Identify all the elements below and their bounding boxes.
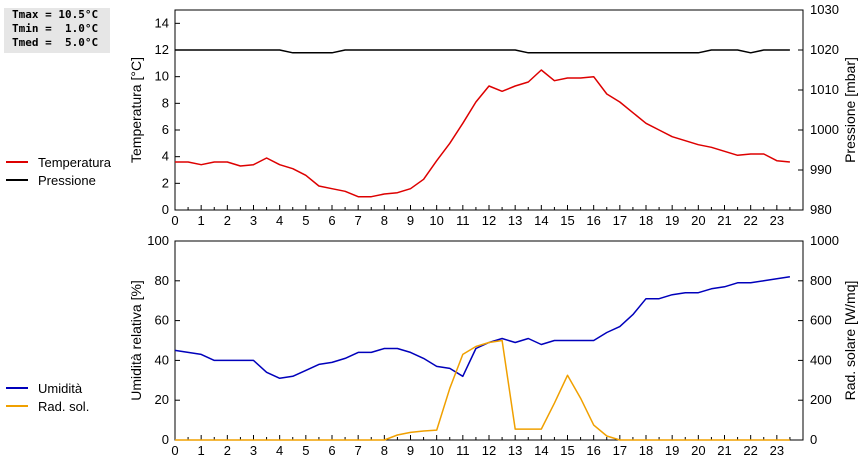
y-right-tick-label: 1000	[810, 233, 839, 248]
x-tick-label: 12	[482, 213, 496, 228]
x-tick-label: 23	[770, 213, 784, 228]
x-tick-label: 2	[224, 213, 231, 228]
x-tick-label: 20	[691, 213, 705, 228]
x-tick-label: 8	[381, 443, 388, 458]
x-tick-label: 3	[250, 213, 257, 228]
x-tick-label: 15	[560, 213, 574, 228]
x-tick-label: 13	[508, 443, 522, 458]
x-tick-label: 17	[613, 213, 627, 228]
x-tick-label: 10	[429, 443, 443, 458]
legend-label: Pressione	[38, 173, 96, 188]
y-left-tick-label: 2	[162, 175, 169, 190]
x-tick-label: 2	[224, 443, 231, 458]
y-left-tick-label: 0	[162, 432, 169, 447]
x-tick-label: 21	[717, 443, 731, 458]
y-left-axis-label: Temperatura [°C]	[128, 57, 144, 163]
series-line-rad-sol-	[175, 339, 790, 441]
x-tick-label: 9	[407, 213, 414, 228]
y-right-tick-label: 980	[810, 202, 832, 217]
x-tick-label: 0	[171, 213, 178, 228]
x-tick-label: 1	[198, 443, 205, 458]
x-tick-label: 21	[717, 213, 731, 228]
y-left-tick-label: 12	[155, 42, 169, 57]
x-tick-label: 1	[198, 213, 205, 228]
x-tick-label: 23	[770, 443, 784, 458]
legend-label: Umidità	[38, 381, 83, 396]
y-left-tick-label: 4	[162, 149, 169, 164]
y-left-tick-label: 0	[162, 202, 169, 217]
tmin-text: Tmin = 1.0°C	[12, 22, 99, 35]
y-left-tick-label: 100	[147, 233, 169, 248]
y-right-tick-label: 400	[810, 352, 832, 367]
x-tick-label: 12	[482, 443, 496, 458]
series-line-temperatura	[175, 69, 790, 198]
x-tick-label: 6	[328, 213, 335, 228]
x-tick-label: 13	[508, 213, 522, 228]
y-left-tick-label: 40	[155, 352, 169, 367]
y-right-tick-label: 1030	[810, 2, 839, 17]
y-left-tick-label: 8	[162, 95, 169, 110]
x-tick-label: 5	[302, 213, 309, 228]
x-tick-label: 10	[429, 213, 443, 228]
x-tick-label: 19	[665, 443, 679, 458]
x-tick-label: 11	[456, 443, 470, 458]
y-right-tick-label: 990	[810, 162, 832, 177]
x-tick-label: 17	[613, 443, 627, 458]
x-tick-label: 11	[456, 213, 470, 228]
x-tick-label: 14	[534, 213, 548, 228]
y-left-tick-label: 60	[155, 313, 169, 328]
series-line-pressione	[175, 49, 790, 54]
y-right-tick-label: 600	[810, 313, 832, 328]
x-tick-label: 16	[586, 443, 600, 458]
y-left-tick-label: 20	[155, 392, 169, 407]
tmed-text: Tmed = 5.0°C	[12, 36, 99, 49]
stats-box: Tmax = 10.5°C Tmin = 1.0°C Tmed = 5.0°C	[4, 8, 110, 53]
x-tick-label: 4	[276, 213, 283, 228]
x-tick-label: 22	[743, 213, 757, 228]
x-tick-label: 19	[665, 213, 679, 228]
x-tick-label: 8	[381, 213, 388, 228]
plot-frame-2	[174, 240, 804, 441]
y-left-axis-label: Umidità relativa [%]	[128, 280, 144, 401]
y-left-tick-label: 80	[155, 273, 169, 288]
legend-label: Rad. sol.	[38, 399, 89, 414]
y-right-axis-label: Rad. solare [W/mq]	[842, 281, 858, 401]
legend-label: Temperatura	[38, 155, 112, 170]
series-line-umidit-	[174, 276, 791, 380]
y-right-tick-label: 1000	[810, 122, 839, 137]
y-right-tick-label: 0	[810, 432, 817, 447]
x-tick-label: 6	[328, 443, 335, 458]
x-tick-label: 16	[586, 213, 600, 228]
x-tick-label: 18	[639, 213, 653, 228]
x-tick-label: 5	[302, 443, 309, 458]
y-right-tick-label: 1010	[810, 82, 839, 97]
y-left-tick-label: 14	[155, 15, 169, 30]
y-left-tick-label: 10	[155, 69, 169, 84]
x-tick-label: 7	[355, 443, 362, 458]
y-left-tick-label: 6	[162, 122, 169, 137]
x-tick-label: 0	[171, 443, 178, 458]
tmax-text: Tmax = 10.5°C	[12, 8, 99, 21]
x-tick-label: 9	[407, 443, 414, 458]
y-right-tick-label: 200	[810, 392, 832, 407]
plot-frame-1	[174, 9, 804, 211]
x-tick-label: 22	[743, 443, 757, 458]
x-tick-label: 15	[560, 443, 574, 458]
x-tick-label: 7	[355, 213, 362, 228]
y-right-axis-label: Pressione [mbar]	[842, 57, 858, 163]
y-right-tick-label: 800	[810, 273, 832, 288]
x-tick-label: 20	[691, 443, 705, 458]
x-tick-label: 3	[250, 443, 257, 458]
y-right-tick-label: 1020	[810, 42, 839, 57]
x-tick-label: 4	[276, 443, 283, 458]
x-tick-label: 18	[639, 443, 653, 458]
x-tick-label: 14	[534, 443, 548, 458]
